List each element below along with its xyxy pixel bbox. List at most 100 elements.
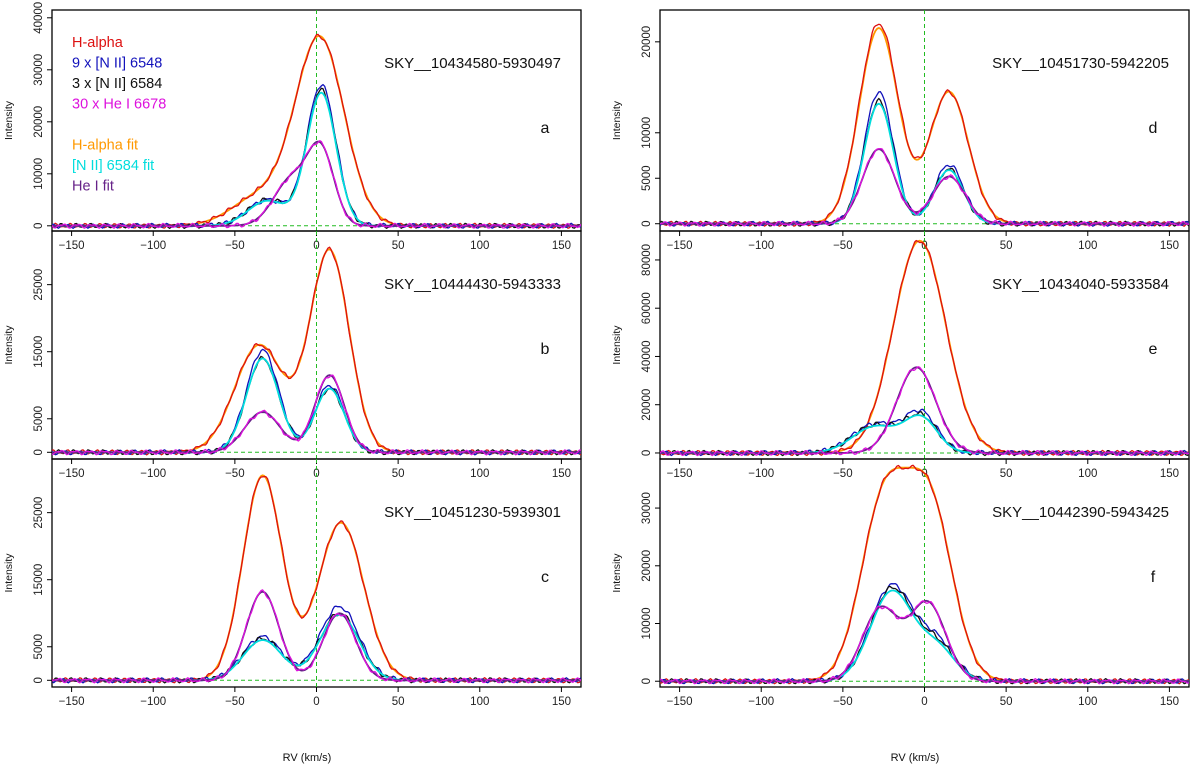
panel-d-xtick-label: 150 [1160,240,1179,252]
panel-a-xtick-label: −150 [59,240,85,252]
panel-e-ytick-label: 20000 [641,389,653,421]
panel-d-xtick-label: −100 [748,240,774,252]
panel-f-ytick-label: 10000 [641,608,653,640]
panel-d-y-axis-label: Intensity [611,100,623,140]
panel-b-ytick-label: 0 [33,449,45,455]
panel-f-ytick-label: 0 [641,678,653,684]
panel-c-letter: c [541,569,549,586]
panel-c-ytick-label: 15000 [33,564,45,596]
legend-item: He I fit [72,179,114,195]
panel-f-xtick-label: −150 [667,696,693,708]
panel-e-spectrum-name: SKY__10434040-5933584 [992,276,1169,293]
panel-f-curves [660,464,1189,685]
panel-b-spectrum-name: SKY__10444430-5943333 [384,276,561,293]
legend: H-alpha 9 x [N II] 6548 3 x [N II] 6584 30 … [72,35,166,195]
panel-f: −150 −100 −50 0 50 100 150 0 10000 20000 30000 Inte… [611,458,1190,708]
legend-item: H-alpha [72,35,124,51]
panel-c-xtick-label: 100 [470,696,489,708]
panel-a-xtick-label: 50 [392,240,405,252]
panel-b-y-axis-label: Intensity [3,325,15,365]
panel-d-xtick-label: −150 [667,240,693,252]
panel-d-ytick-label: 5000 [641,165,653,191]
panel-e-xtick-label: −150 [667,468,693,480]
panel-a-ytick-label: 40000 [33,2,45,34]
panel-a-letter: a [541,120,550,137]
panel-e-xtick-label: −50 [833,468,853,480]
panel-e-curves [660,239,1189,457]
x-axis-label-left: RV (km/s) [283,752,332,764]
panel-a-curves [52,33,581,229]
panel-c-spectrum-name: SKY__10451230-5939301 [384,504,561,521]
panel-e-xtick-label: −100 [748,468,774,480]
panel-f-xtick-label: 100 [1078,696,1097,708]
panel-c-xtick-label: −100 [140,696,166,708]
panel-b-xtick-label: −50 [225,468,245,480]
panel-b-series-h-alpha [52,246,581,456]
panel-f-xtick-label: −50 [833,696,853,708]
panel-b: −150−100−50050100150050001500025000Inten… [3,230,582,480]
panel-d-ytick-label: 20000 [641,26,653,58]
panel-b-ytick-label: 5000 [33,406,45,432]
legend-item: H-alpha fit [72,138,138,154]
panel-b-xtick-label: 100 [470,468,489,480]
panel-e-xtick-label: 150 [1160,468,1179,480]
panel-e-ytick-label: 0 [641,450,653,456]
panel-d-xtick-label: −50 [833,240,853,252]
panel-e-ytick-label: 80000 [641,244,653,276]
panel-c-series-30-x-he-i-6678 [52,589,581,684]
panel-a-y-axis-label: Intensity [3,100,15,140]
panel-c-xtick-label: −150 [59,696,85,708]
panel-a-ytick-label: 10000 [33,158,45,190]
panel-e-ytick-label: 40000 [641,340,653,372]
panel-c-curves [52,474,581,684]
panel-e-ytick-label: 60000 [641,292,653,324]
legend-item: [N II] 6584 fit [72,158,154,174]
panel-a-frame [51,9,582,232]
panel-c-xtick-label: 0 [313,696,319,708]
panel-f-ytick-label: 20000 [641,550,653,582]
panel-a-xtick-label: 100 [470,240,489,252]
panel-f-xtick-label: −100 [748,696,774,708]
panel-f-series-30-x-he-i-6678 [660,600,1189,685]
panel-b-curves [52,246,581,456]
panel-f-xtick-label: 150 [1160,696,1179,708]
panel-d-frame [659,9,1190,232]
panel-c-y-axis-label: Intensity [3,553,15,593]
panel-f-xtick-label: 50 [1000,696,1013,708]
panel-f-xtick-label: 0 [921,696,927,708]
panel-e-series-30-x-he-i-6678 [660,366,1189,457]
panel-c-ytick-label: 25000 [33,497,45,529]
legend-item: 9 x [N II] 6548 [72,56,162,72]
panel-e-letter: e [1149,341,1158,358]
panel-a-ytick-label: 20000 [33,106,45,138]
panel-c-xtick-label: 50 [392,696,405,708]
panel-c-xtick-label: 150 [552,696,571,708]
panel-a-spectrum-name: SKY__10434580-5930497 [384,55,561,72]
panel-b-xtick-label: 50 [392,468,405,480]
panel-e-xtick-label: 100 [1078,468,1097,480]
panel-a-ytick-label: 0 [33,223,45,229]
panel-b-letter: b [541,341,550,358]
panel-b-xtick-label: −100 [140,468,166,480]
panel-d-letter: d [1149,120,1158,137]
panel-a-series-30-x-he-i-6678 [52,140,581,229]
panel-e-xtick-label: 50 [1000,468,1013,480]
panel-c-xtick-label: −50 [225,696,245,708]
panel-b-xtick-label: −150 [59,468,85,480]
panel-d-spectrum-name: SKY__10451730-5942205 [992,55,1169,72]
panel-c-ytick-label: 0 [33,677,45,683]
panel-b-xtick-label: 150 [552,468,571,480]
panel-b-series-30-x-he-i-6678 [52,374,581,456]
panel-a-xtick-label: −100 [140,240,166,252]
panel-e: −150−100−5005010015002000040000600008000… [611,230,1190,480]
panel-d-xtick-label: 50 [1000,240,1013,252]
panel-c-ytick-label: 5000 [33,634,45,660]
panel-f-series-9-x-n-ii-6548 [660,582,1189,685]
panel-a-xtick-label: 150 [552,240,571,252]
panel-c: −150 −100 −50 0 50 100 150 0 5000 15000 25000 Inten… [3,458,582,708]
panel-f-spectrum-name: SKY__10442390-5943425 [992,504,1169,521]
panel-b-ytick-label: 15000 [33,336,45,368]
panel-d: −150−100−50050100150050001000020000Inten… [611,9,1190,252]
legend-item: 30 x He I 6678 [72,97,166,113]
